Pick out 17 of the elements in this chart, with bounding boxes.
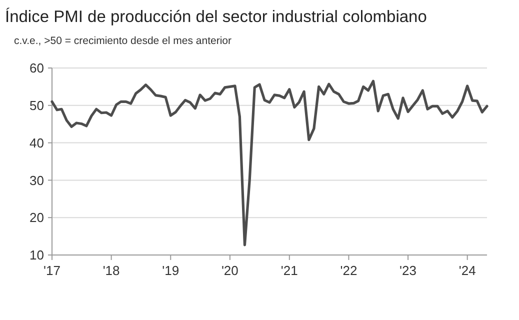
y-tick-label: 40 [30, 135, 44, 150]
x-tick-label: '21 [280, 263, 298, 278]
x-tick-label: '22 [340, 263, 358, 278]
chart-title: Índice PMI de producción del sector industrial colombiano [5, 7, 427, 26]
y-tick-label: 30 [30, 172, 44, 188]
y-tick-label: 10 [30, 248, 44, 263]
x-tick-label: '20 [221, 263, 238, 278]
x-tick-label: '24 [458, 263, 476, 278]
chart-subtitle: c.v.e., >50 = crecimiento desde el mes anterior [14, 35, 232, 47]
x-tick-label: '19 [162, 263, 180, 278]
y-tick-label: 60 [30, 60, 44, 76]
y-tick-label: 20 [30, 210, 44, 226]
x-tick-label: '18 [102, 263, 120, 278]
x-tick-label: '23 [400, 263, 417, 278]
line-series [50, 80, 488, 246]
x-tick-label: '17 [44, 263, 60, 278]
y-tick-label: 50 [30, 98, 44, 113]
